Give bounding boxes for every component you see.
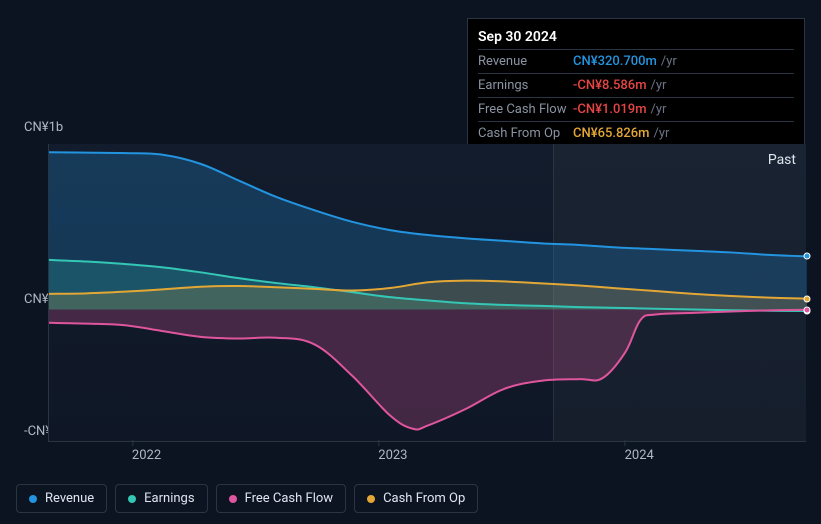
legend-label: Cash From Op [383,491,465,506]
legend-dot-icon [128,495,136,503]
tooltip-row-value: CN¥320.700m [573,54,657,69]
legend-label: Revenue [45,491,94,506]
legend-dot-icon [29,495,37,503]
legend-item[interactable]: Free Cash Flow [216,484,346,513]
legend-item[interactable]: Cash From Op [354,484,478,513]
tooltip-row-label: Free Cash Flow [478,102,573,117]
x-tick-mark [625,440,626,446]
legend-dot-icon [229,495,237,503]
tooltip-row: Cash From OpCN¥65.826m/yr [478,121,794,145]
tooltip-row-value: -CN¥1.019m [573,102,647,117]
tooltip-row: Earnings-CN¥8.586m/yr [478,73,794,97]
series-end-marker [804,253,811,260]
tooltip-row-label: Cash From Op [478,126,573,141]
chart-svg [49,144,807,442]
legend-item[interactable]: Revenue [16,484,107,513]
series-area [49,310,807,430]
plot-region[interactable]: Past [48,144,806,442]
x-tick-label: 2023 [378,448,407,463]
legend: Revenue Earnings Free Cash Flow Cash From O… [16,484,478,513]
tooltip-row-value: CN¥65.826m [573,126,650,141]
series-end-marker [804,306,811,313]
legend-label: Free Cash Flow [245,491,333,506]
legend-dot-icon [367,495,375,503]
tooltip-row: Free Cash Flow-CN¥1.019m/yr [478,97,794,121]
tooltip-row-suffix: /yr [651,78,667,93]
tooltip-row: RevenueCN¥320.700m/yr [478,49,794,73]
x-tick-label: 2022 [132,448,161,463]
y-label-top: CN¥1b [24,120,63,135]
x-axis: 2022 2023 2024 [48,448,806,468]
x-tick-mark [132,440,133,446]
tooltip-row-label: Earnings [478,78,573,93]
tooltip-panel: Sep 30 2024 RevenueCN¥320.700m/yrEarning… [467,18,805,152]
tooltip-row-suffix: /yr [651,102,667,117]
x-tick-label: 2024 [625,448,654,463]
x-tick-mark [378,440,379,446]
legend-label: Earnings [144,491,194,506]
tooltip-row-value: -CN¥8.586m [573,78,647,93]
tooltip-date: Sep 30 2024 [478,25,794,49]
tooltip-row-label: Revenue [478,54,573,69]
tooltip-row-suffix: /yr [654,126,670,141]
legend-item[interactable]: Earnings [115,484,207,513]
series-end-marker [804,295,811,302]
tooltip-row-suffix: /yr [661,54,677,69]
